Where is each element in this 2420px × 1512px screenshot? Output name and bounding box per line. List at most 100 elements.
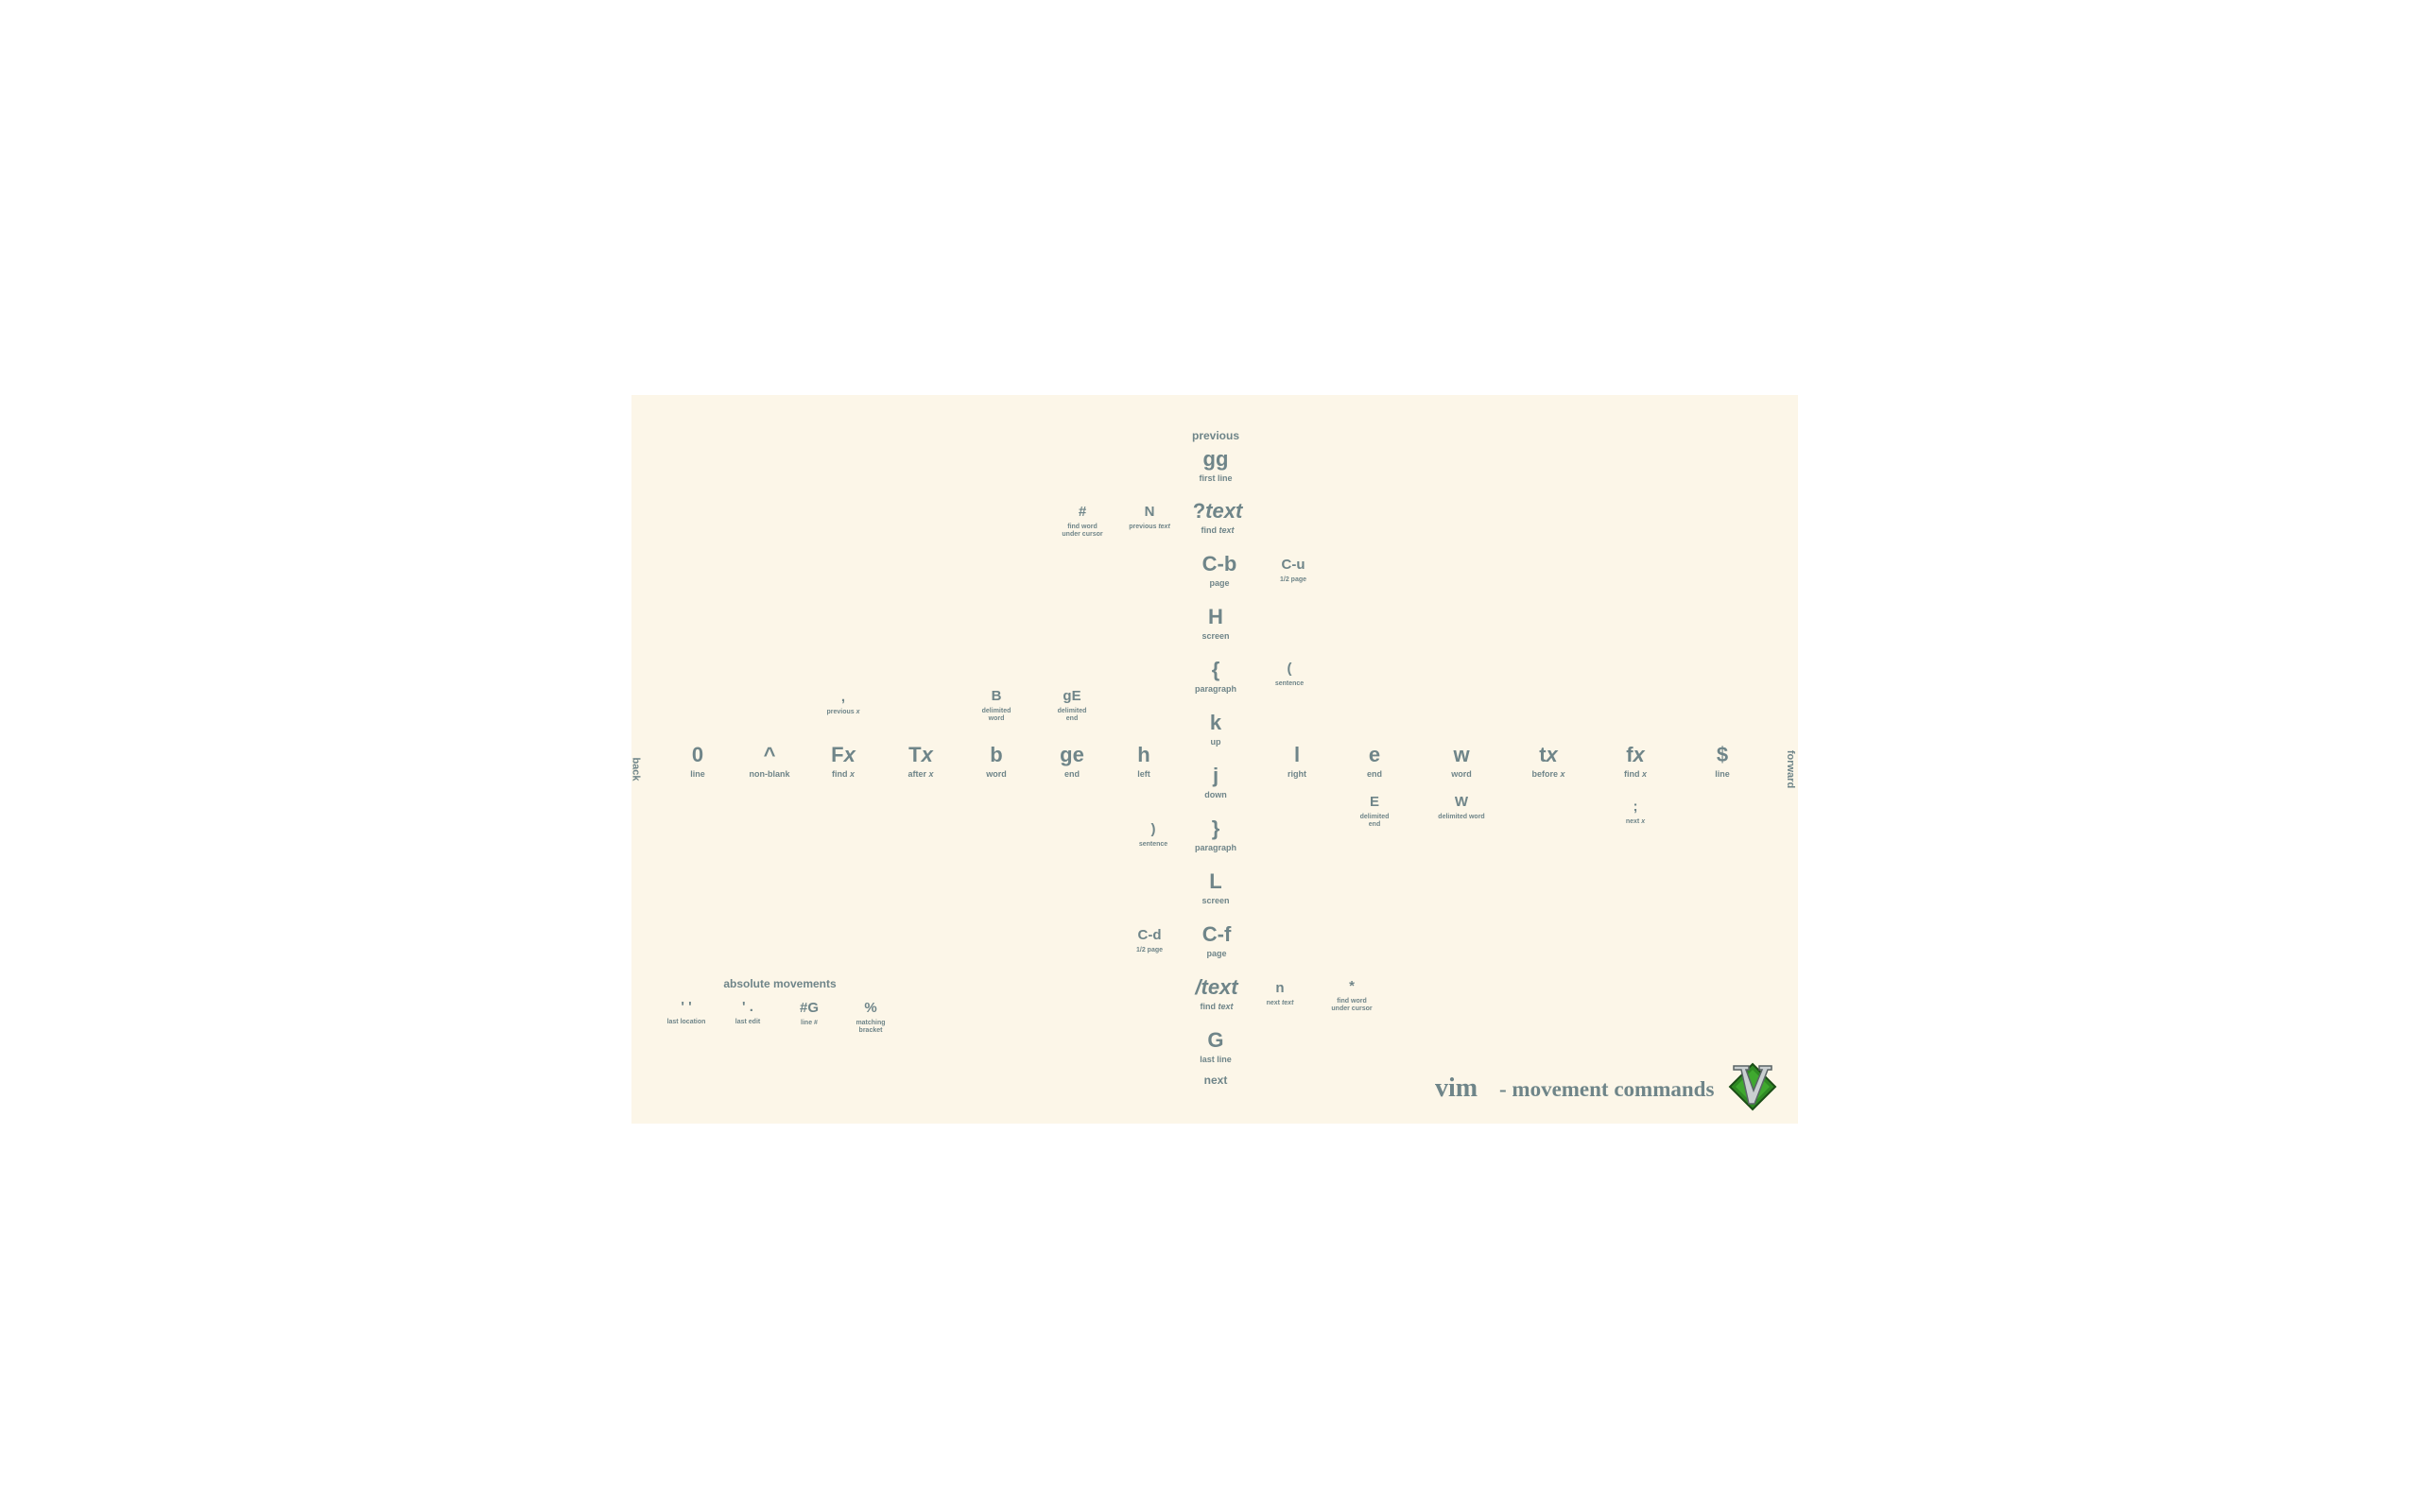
desc-prefix: before (1531, 769, 1561, 780)
key: C-b (1201, 552, 1237, 576)
key: e (1368, 743, 1381, 766)
key-italic: text (1205, 499, 1243, 523)
desc-italic: x (856, 708, 860, 715)
desc-italic: text (1219, 525, 1235, 536)
cmd-W: W delimited word (1438, 794, 1485, 821)
cmd-last-edit: ' . last edit (735, 999, 761, 1026)
desc: down (1204, 790, 1227, 800)
key-italic: x (1546, 743, 1558, 766)
cmd-L: L screen (1201, 869, 1229, 906)
cmd-G: G last line (1200, 1028, 1232, 1065)
cmd-ctrl-b: C-b page (1201, 552, 1237, 589)
desc: matching bracket (856, 1019, 886, 1034)
desc-prefix: find (1200, 1002, 1219, 1012)
cmd-fx: fx find x (1624, 743, 1647, 780)
desc: line (1715, 769, 1730, 780)
desc-italic: text (1218, 1002, 1234, 1012)
desc: non-blank (749, 769, 790, 780)
desc: screen (1201, 631, 1230, 642)
desc: 1/2 page (1279, 576, 1307, 583)
desc-italic: x (1641, 817, 1646, 825)
desc-italic: x (849, 769, 856, 780)
desc: 1/2 page (1135, 946, 1164, 954)
desc: end (1366, 769, 1383, 780)
direction-back: back (630, 757, 642, 782)
desc-prefix: next (1625, 817, 1642, 825)
desc: last location (666, 1018, 706, 1025)
key: ge (1060, 743, 1084, 766)
cmd-search-forward: /text find text (1195, 975, 1238, 1012)
key: k (1209, 711, 1222, 734)
key: ' ' (681, 999, 692, 1015)
cmd-ctrl-f: C-f page (1201, 922, 1232, 959)
cmd-search-backward: ?text find text (1192, 499, 1243, 536)
key: l (1293, 743, 1301, 766)
desc-prefix: previous (1129, 523, 1159, 530)
direction-forward: forward (1785, 749, 1797, 789)
cmd-n: n next text (1267, 980, 1294, 1007)
direction-next: next (1203, 1074, 1228, 1087)
key: } (1211, 816, 1220, 840)
cmd-gE: gE delimited end (1058, 688, 1087, 723)
desc: sentence (1138, 840, 1168, 848)
cmd-semicolon: ; next x (1626, 799, 1645, 826)
key: j (1212, 764, 1219, 787)
cmd-ge: ge end (1060, 743, 1084, 780)
cmd-close-paren: ) sentence (1138, 821, 1168, 849)
cmd-h: h left (1137, 743, 1150, 780)
desc: find word under cursor (1062, 523, 1103, 538)
cmd-N: N previous text (1129, 504, 1170, 531)
cmd-matching-bracket: % matching bracket (856, 1000, 886, 1035)
title-subtitle: - movement commands (1499, 1077, 1715, 1101)
vim-logo-icon (1728, 1062, 1777, 1111)
key: ^ (763, 743, 776, 766)
key-italic: text (1201, 975, 1238, 999)
key: N (1144, 504, 1155, 520)
key: b (990, 743, 1003, 766)
cmd-caret: ^ non-blank (749, 743, 790, 780)
cmd-E: E delimited end (1360, 794, 1390, 829)
desc: line # (801, 1019, 818, 1026)
key-prefix: T (908, 743, 922, 766)
key: C-d (1137, 927, 1162, 943)
desc-italic: text (1281, 999, 1294, 1006)
desc-italic: text (1158, 523, 1170, 530)
key-prefix: / (1195, 975, 1201, 999)
key: G (1207, 1028, 1224, 1052)
key-italic: x (921, 743, 933, 766)
key: , (840, 689, 846, 705)
key-prefix: f (1626, 743, 1634, 766)
cmd-Fx: Fx find x (831, 743, 856, 780)
key: # (1078, 504, 1087, 520)
desc-prefix: previous (826, 708, 856, 715)
key: W (1454, 794, 1469, 810)
desc-italic: x (1560, 769, 1565, 780)
cmd-ctrl-d: C-d 1/2 page (1135, 927, 1164, 954)
desc: paragraph (1194, 843, 1237, 853)
cheat-sheet: previous next back forward gg first line… (631, 395, 1798, 1124)
key: ) (1150, 821, 1156, 837)
key-italic: x (843, 743, 856, 766)
cmd-gg: gg first line (1199, 447, 1232, 484)
key-prefix: ? (1192, 499, 1206, 523)
absolute-movements-heading: absolute movements (723, 977, 837, 990)
desc: delimited word (1438, 813, 1485, 820)
key: C-f (1201, 922, 1232, 946)
key: * (1349, 978, 1355, 994)
key: 0 (691, 743, 704, 766)
cmd-comma: , previous x (826, 689, 860, 716)
cmd-Tx: Tx after x (908, 743, 933, 780)
direction-previous: previous (1191, 429, 1240, 442)
cmd-ctrl-u: C-u 1/2 page (1279, 557, 1307, 584)
desc: paragraph (1194, 684, 1237, 695)
cmd-w: w word (1451, 743, 1472, 780)
key: gE (1063, 688, 1081, 704)
key-italic: x (1633, 743, 1645, 766)
desc: last edit (735, 1018, 761, 1025)
title-vim: vim (1435, 1074, 1478, 1103)
desc: word (986, 769, 1007, 780)
desc: page (1206, 949, 1227, 959)
desc: right (1288, 769, 1306, 780)
desc: last line (1200, 1055, 1232, 1065)
cmd-e: e end (1366, 743, 1383, 780)
